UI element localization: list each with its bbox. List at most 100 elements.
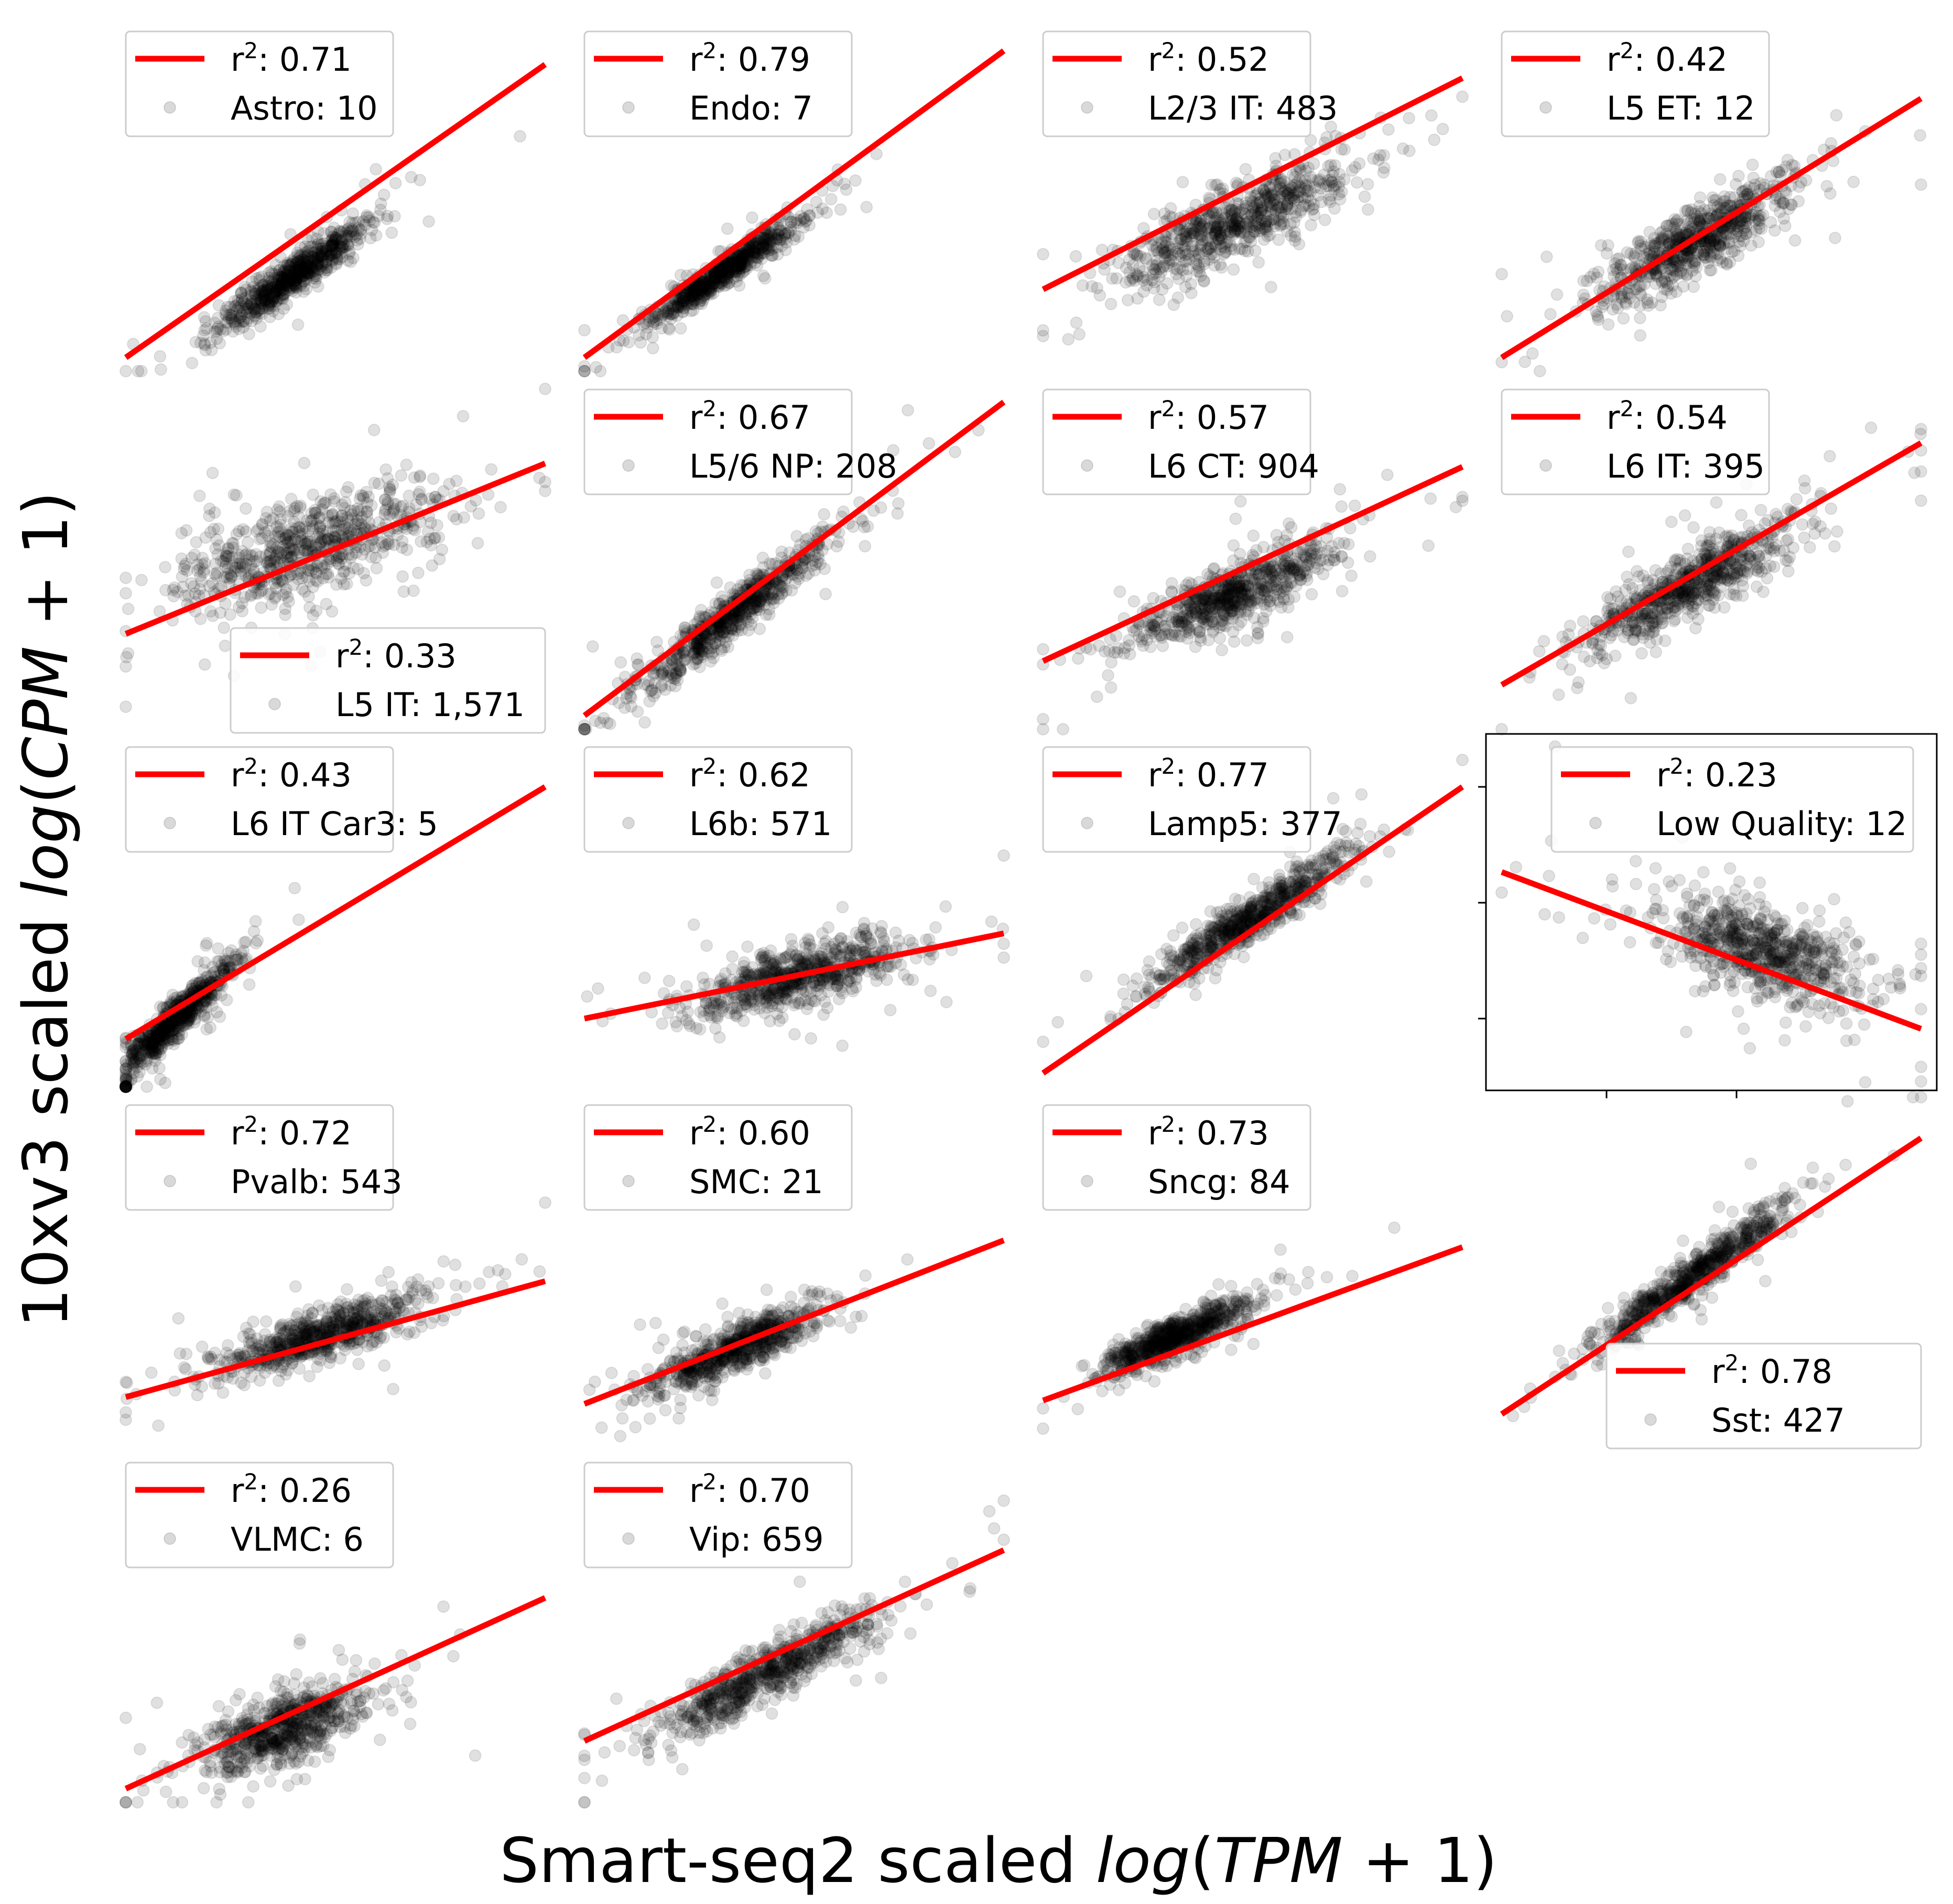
scatter-point [411, 566, 425, 579]
scatter-point [265, 279, 278, 292]
scatter-point [301, 253, 314, 266]
scatter-point [646, 331, 659, 344]
scatter-point [1294, 164, 1307, 177]
scatter-point [277, 278, 290, 291]
scatter-point [1436, 123, 1449, 136]
scatter-point [377, 188, 390, 201]
scatter-point [649, 686, 662, 699]
scatter-points [578, 147, 883, 377]
scatter-point [186, 356, 199, 370]
scatter-point [687, 647, 700, 661]
scatter-point [297, 285, 310, 298]
scatter-point [753, 595, 766, 608]
scatter-point [1224, 215, 1238, 228]
scatter-point [1602, 318, 1615, 331]
scatter-point [1732, 235, 1745, 248]
scatter-point [340, 577, 353, 590]
scatter-point [312, 257, 325, 271]
scatter-point [312, 248, 326, 262]
scatter-point [327, 236, 340, 250]
scatter-point [818, 562, 831, 575]
scatter-point [1403, 144, 1416, 157]
scatter-point [1311, 174, 1325, 187]
scatter-point [1914, 129, 1927, 142]
scatter-point [298, 457, 311, 470]
scatter-point [1713, 173, 1727, 186]
scatter-point [246, 301, 259, 314]
scatter-point [1533, 365, 1546, 377]
legend-point-swatch [268, 698, 281, 710]
scatter-point [597, 711, 610, 724]
scatter-point [193, 489, 206, 502]
scatter-point [1594, 239, 1608, 252]
scatter-point [1348, 499, 1361, 512]
legend-count-text: L6 CT: 904 [1148, 447, 1319, 485]
scatter-point [1113, 585, 1126, 598]
scatter-point [238, 561, 252, 574]
scatter-point [1176, 176, 1189, 189]
scatter-point [264, 288, 277, 301]
scatter-point [253, 533, 266, 546]
scatter-point [1274, 201, 1287, 214]
scatter-point [1424, 492, 1437, 505]
scatter-point [1746, 158, 1759, 171]
scatter-point [360, 574, 373, 587]
scatter-points [1495, 109, 1927, 377]
legend-point-swatch [164, 101, 176, 114]
scatter-point [753, 622, 766, 635]
scatter-point [288, 251, 301, 264]
scatter-point [700, 637, 713, 650]
scatter-point [344, 551, 357, 565]
scatter-point [333, 253, 346, 266]
scatter-point [331, 245, 344, 258]
scatter-point [287, 525, 299, 538]
scatter-point [258, 293, 272, 306]
scatter-point [1204, 242, 1217, 255]
scatter-point [257, 297, 270, 310]
scatter-point [122, 647, 135, 660]
scatter-point [1090, 690, 1103, 704]
scatter-point [206, 467, 219, 480]
scatter-point [237, 305, 250, 318]
scatter-point [284, 504, 297, 517]
scatter-point [1456, 90, 1469, 103]
scatter-point [733, 279, 746, 292]
scatter-point [849, 174, 862, 187]
scatter-point [309, 260, 322, 273]
scatter-point [1071, 652, 1084, 665]
scatter-point [335, 509, 349, 522]
scatter-point [259, 285, 273, 298]
scatter-point [1282, 517, 1295, 530]
scatter-point [802, 567, 815, 580]
scatter-point [320, 558, 333, 571]
scatter-point [297, 266, 309, 279]
scatter-point [1778, 219, 1792, 232]
scatter-point [274, 278, 287, 291]
scatter-point [788, 229, 801, 242]
scatter-point [219, 597, 232, 610]
scatter-point [774, 579, 787, 592]
scatter-point [120, 700, 132, 713]
scatter-point [292, 255, 306, 268]
scatter-point [328, 221, 341, 234]
scatter-point [1747, 171, 1760, 185]
scatter-point [1269, 152, 1282, 165]
scatter-point [302, 261, 315, 274]
scatter-point [330, 245, 343, 258]
scatter-point [296, 256, 309, 269]
scatter-point [1137, 222, 1150, 235]
scatter-point [427, 472, 440, 485]
scatter-point [1377, 161, 1391, 175]
scatter-point [327, 253, 339, 266]
scatter-point [223, 572, 236, 585]
scatter-point [364, 232, 377, 245]
scatter-point [819, 588, 832, 601]
legend-count-text: L5 IT: 1,571 [335, 686, 525, 724]
scatter-point [631, 658, 644, 671]
scatter-point [1361, 178, 1374, 191]
scatter-point [1335, 500, 1348, 513]
legend-point-swatch [1539, 101, 1552, 114]
scatter-point [1782, 202, 1795, 215]
